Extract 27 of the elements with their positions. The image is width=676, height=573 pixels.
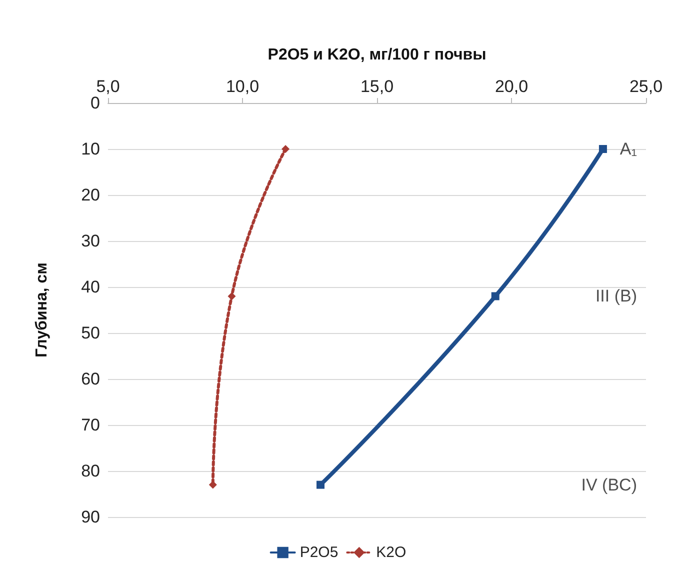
x-tick-label: 20,0: [494, 77, 528, 96]
x-axis-title: P2O5 и K2O, мг/100 г почвы: [268, 46, 486, 64]
y-tick-label: 10: [81, 140, 100, 158]
y-tick-label: 20: [81, 186, 100, 204]
legend-label: K2O: [376, 544, 406, 561]
y-tick-label: 50: [81, 324, 100, 342]
legend-label: P2O5: [300, 544, 338, 561]
y-tick-label: 90: [81, 508, 100, 526]
annotation: A₁: [620, 140, 638, 158]
x-tick-label: 15,0: [360, 77, 394, 96]
annotation: III (B): [595, 286, 637, 306]
y-tick-label: 40: [81, 278, 100, 296]
annotation: IV (BC): [581, 475, 637, 494]
y-tick-label: 80: [81, 462, 100, 480]
point: [282, 145, 290, 153]
point: [598, 145, 607, 153]
point: [491, 292, 500, 300]
point: [228, 292, 236, 300]
x-tick-label: 10,0: [226, 77, 260, 96]
y-tick-label: 60: [81, 370, 100, 388]
y-tick-label: 0: [90, 94, 100, 112]
y-tick-label: 70: [81, 416, 100, 434]
x-tick-label: 25,0: [629, 77, 663, 96]
point: [316, 480, 325, 489]
y-axis-title: Глубина, см: [34, 262, 50, 358]
x-tick-label: 5,0: [96, 77, 120, 96]
y-tick-label: 30: [81, 232, 100, 250]
